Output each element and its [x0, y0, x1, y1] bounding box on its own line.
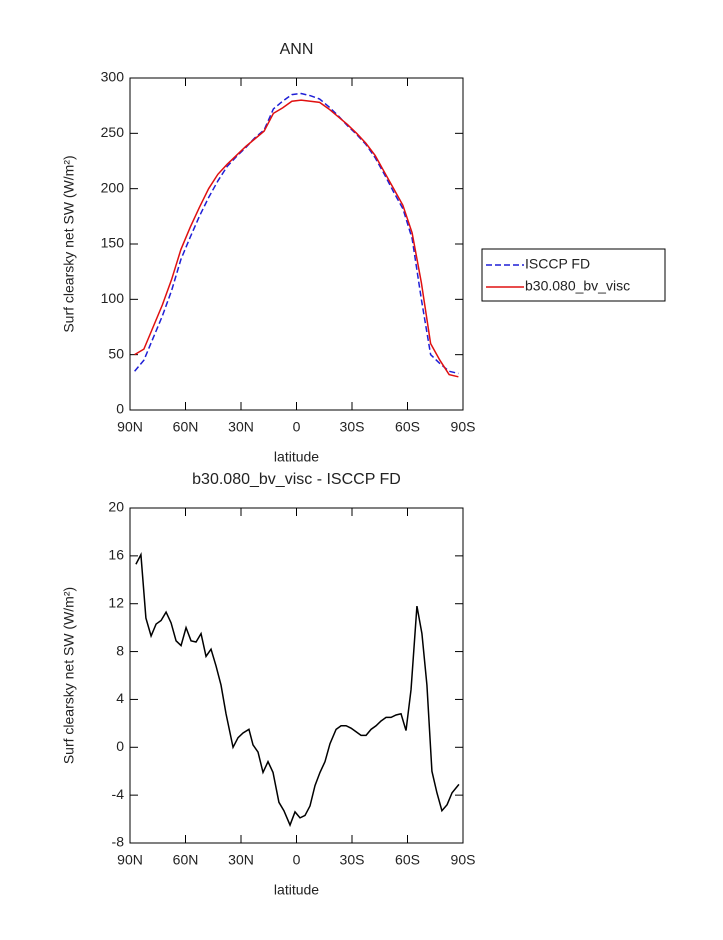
y-tick-label: 16 — [108, 547, 124, 563]
y-tick-label: 20 — [108, 499, 124, 515]
plot-frame — [129, 77, 464, 411]
y-tick-label: 50 — [108, 345, 124, 361]
y-tick-label: 150 — [101, 235, 125, 251]
y-tick-label: 4 — [116, 690, 124, 706]
y-tick-label: 200 — [101, 179, 125, 195]
chart-title: ANN — [280, 41, 314, 58]
x-axis-label: latitude — [274, 882, 319, 898]
chart-title: b30.080_bv_visc - ISCCP FD — [192, 471, 401, 488]
y-axis-label: Surf clearsky net SW (W/m²) — [61, 587, 77, 764]
x-tick-label: 0 — [293, 419, 301, 435]
y-tick-label: 100 — [101, 290, 125, 306]
y-tick-label: 300 — [101, 69, 125, 85]
legend-label: b30.080_bv_visc — [525, 278, 630, 294]
x-tick-label: 60N — [173, 852, 199, 868]
x-tick-label: 0 — [293, 852, 301, 868]
y-tick-label: 0 — [116, 738, 124, 754]
x-tick-label: 90N — [117, 419, 143, 435]
y-tick-label: 12 — [108, 594, 124, 610]
y-tick-label: -8 — [112, 834, 125, 850]
x-tick-label: 90S — [451, 419, 476, 435]
x-tick-label: 90S — [451, 852, 476, 868]
x-tick-label: 30S — [340, 419, 365, 435]
y-tick-label: 250 — [101, 124, 125, 140]
plot-frame — [129, 507, 464, 844]
series-line — [134, 92, 459, 375]
series-line — [134, 99, 459, 378]
x-tick-label: 60N — [173, 419, 199, 435]
x-tick-label: 90N — [117, 852, 143, 868]
y-tick-label: 0 — [116, 401, 124, 417]
difference-line — [135, 552, 460, 828]
y-axis-label: Surf clearsky net SW (W/m²) — [61, 155, 77, 332]
x-tick-label: 30N — [228, 419, 254, 435]
legend-box — [481, 248, 666, 302]
x-tick-label: 60S — [395, 419, 420, 435]
x-tick-label: 30S — [340, 852, 365, 868]
y-tick-label: -4 — [112, 786, 125, 802]
x-axis-label: latitude — [274, 449, 319, 465]
y-tick-label: 8 — [116, 642, 124, 658]
legend-label: ISCCP FD — [525, 256, 590, 272]
x-tick-label: 60S — [395, 852, 420, 868]
x-tick-label: 30N — [228, 852, 254, 868]
